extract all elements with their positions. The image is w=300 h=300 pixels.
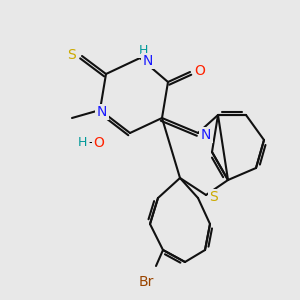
Text: H: H: [77, 136, 87, 149]
Text: S: S: [68, 48, 76, 62]
Text: O: O: [94, 136, 104, 150]
Text: Br: Br: [138, 275, 154, 289]
Text: S: S: [210, 190, 218, 204]
Text: N: N: [97, 105, 107, 119]
Text: H: H: [138, 44, 148, 56]
Text: N: N: [143, 54, 153, 68]
Text: -: -: [88, 136, 93, 149]
Text: O: O: [195, 64, 206, 78]
Text: N: N: [201, 128, 211, 142]
